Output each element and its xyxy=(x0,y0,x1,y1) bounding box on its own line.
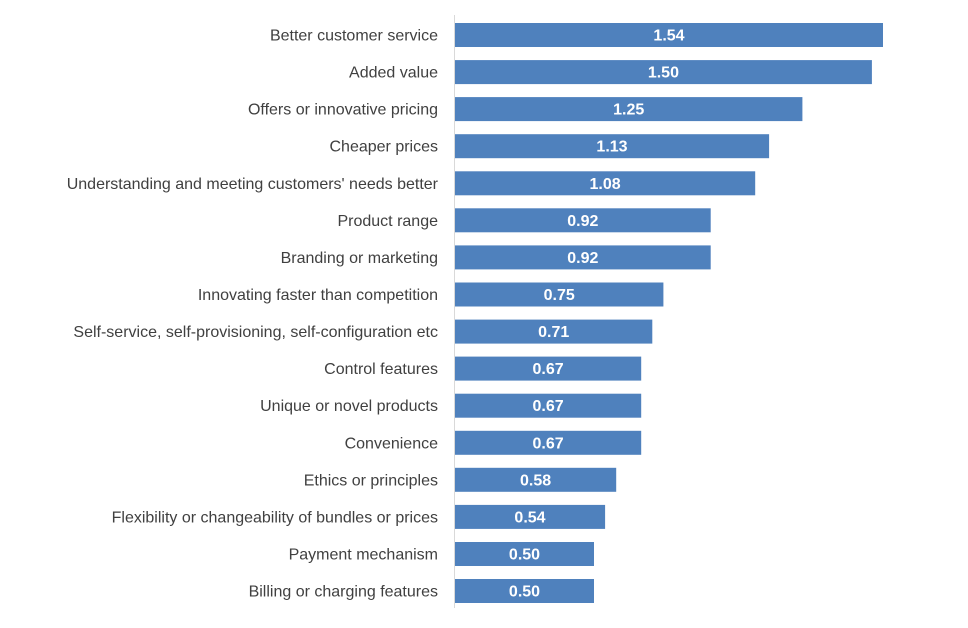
category-label: Added value xyxy=(349,65,438,82)
bar xyxy=(455,23,883,47)
bar xyxy=(455,393,642,418)
category-label: Product range xyxy=(337,213,438,230)
data-label: 0.67 xyxy=(533,398,564,415)
data-label: 0.92 xyxy=(567,250,598,267)
data-label: 0.71 xyxy=(538,324,569,341)
data-label: 1.50 xyxy=(648,65,679,82)
category-label: Flexibility or changeability of bundles … xyxy=(112,509,438,526)
data-label: 0.67 xyxy=(533,435,564,452)
category-label: Branding or marketing xyxy=(281,250,438,267)
data-label: 0.67 xyxy=(533,361,564,378)
bar xyxy=(455,579,594,603)
category-label: Better customer service xyxy=(270,28,438,45)
bar xyxy=(455,319,653,344)
bar xyxy=(455,356,642,381)
bar xyxy=(455,134,770,159)
data-label: 0.54 xyxy=(514,509,545,526)
bar xyxy=(455,97,803,122)
bar xyxy=(455,430,642,455)
category-label: Cheaper prices xyxy=(330,139,439,156)
bars-layer: Better customer service 1.54 Added value 1.… xyxy=(67,23,883,603)
category-label: Billing or charging features xyxy=(249,584,438,601)
category-label: Innovating faster than competition xyxy=(198,287,438,304)
data-label: 0.50 xyxy=(509,547,540,564)
bar xyxy=(455,208,711,233)
data-label: 0.50 xyxy=(509,584,540,601)
data-label: 0.92 xyxy=(567,213,598,230)
bar xyxy=(455,245,711,270)
data-label: 0.58 xyxy=(520,472,551,489)
data-label: 0.75 xyxy=(544,287,575,304)
data-label: 1.13 xyxy=(596,139,627,156)
category-label: Understanding and meeting customers' nee… xyxy=(67,176,439,193)
data-label: 1.25 xyxy=(613,102,644,119)
category-label: Payment mechanism xyxy=(289,547,438,564)
category-label: Unique or novel products xyxy=(260,398,438,415)
category-label: Convenience xyxy=(345,435,439,452)
category-label: Ethics or principles xyxy=(304,472,438,489)
bar xyxy=(455,171,756,196)
category-label: Self-service, self-provisioning, self-co… xyxy=(73,324,438,341)
bar xyxy=(455,504,606,529)
bar xyxy=(455,60,872,85)
data-label: 1.54 xyxy=(653,28,684,45)
data-label: 1.08 xyxy=(590,176,621,193)
bar xyxy=(455,542,594,566)
bar xyxy=(455,467,617,492)
bar xyxy=(455,282,664,307)
category-label: Control features xyxy=(324,361,438,378)
category-label: Offers or innovative pricing xyxy=(248,102,438,119)
